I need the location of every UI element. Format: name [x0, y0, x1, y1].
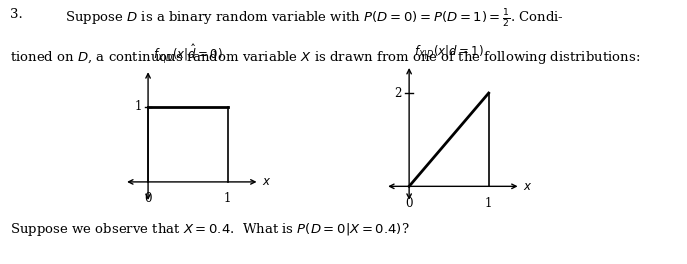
- Text: 1: 1: [224, 192, 232, 205]
- Text: $x$: $x$: [523, 180, 532, 193]
- Text: 2: 2: [394, 87, 401, 100]
- Text: $x$: $x$: [262, 175, 271, 188]
- Text: Suppose we observe that $X = 0.4$.  What is $P(D=0|X=0.4)$?: Suppose we observe that $X = 0.4$. What …: [10, 221, 410, 238]
- Text: 1: 1: [135, 100, 142, 113]
- Text: 1: 1: [485, 197, 493, 210]
- Text: $f_{X|D}(x|\hat{d}=0)$: $f_{X|D}(x|\hat{d}=0)$: [153, 42, 223, 65]
- Text: 0: 0: [144, 192, 152, 205]
- Text: Suppose $D$ is a binary random variable with $P(D=0) = P(D=1) = \frac{1}{2}$. Co: Suppose $D$ is a binary random variable …: [65, 8, 564, 30]
- Text: tioned on $D$, a continuous random variable $X$ is drawn from one of the followi: tioned on $D$, a continuous random varia…: [10, 49, 640, 66]
- Text: $f_{X|D}(x|d=1)$: $f_{X|D}(x|d=1)$: [414, 44, 484, 62]
- Text: 3.: 3.: [10, 8, 23, 21]
- Text: 0: 0: [405, 197, 413, 210]
